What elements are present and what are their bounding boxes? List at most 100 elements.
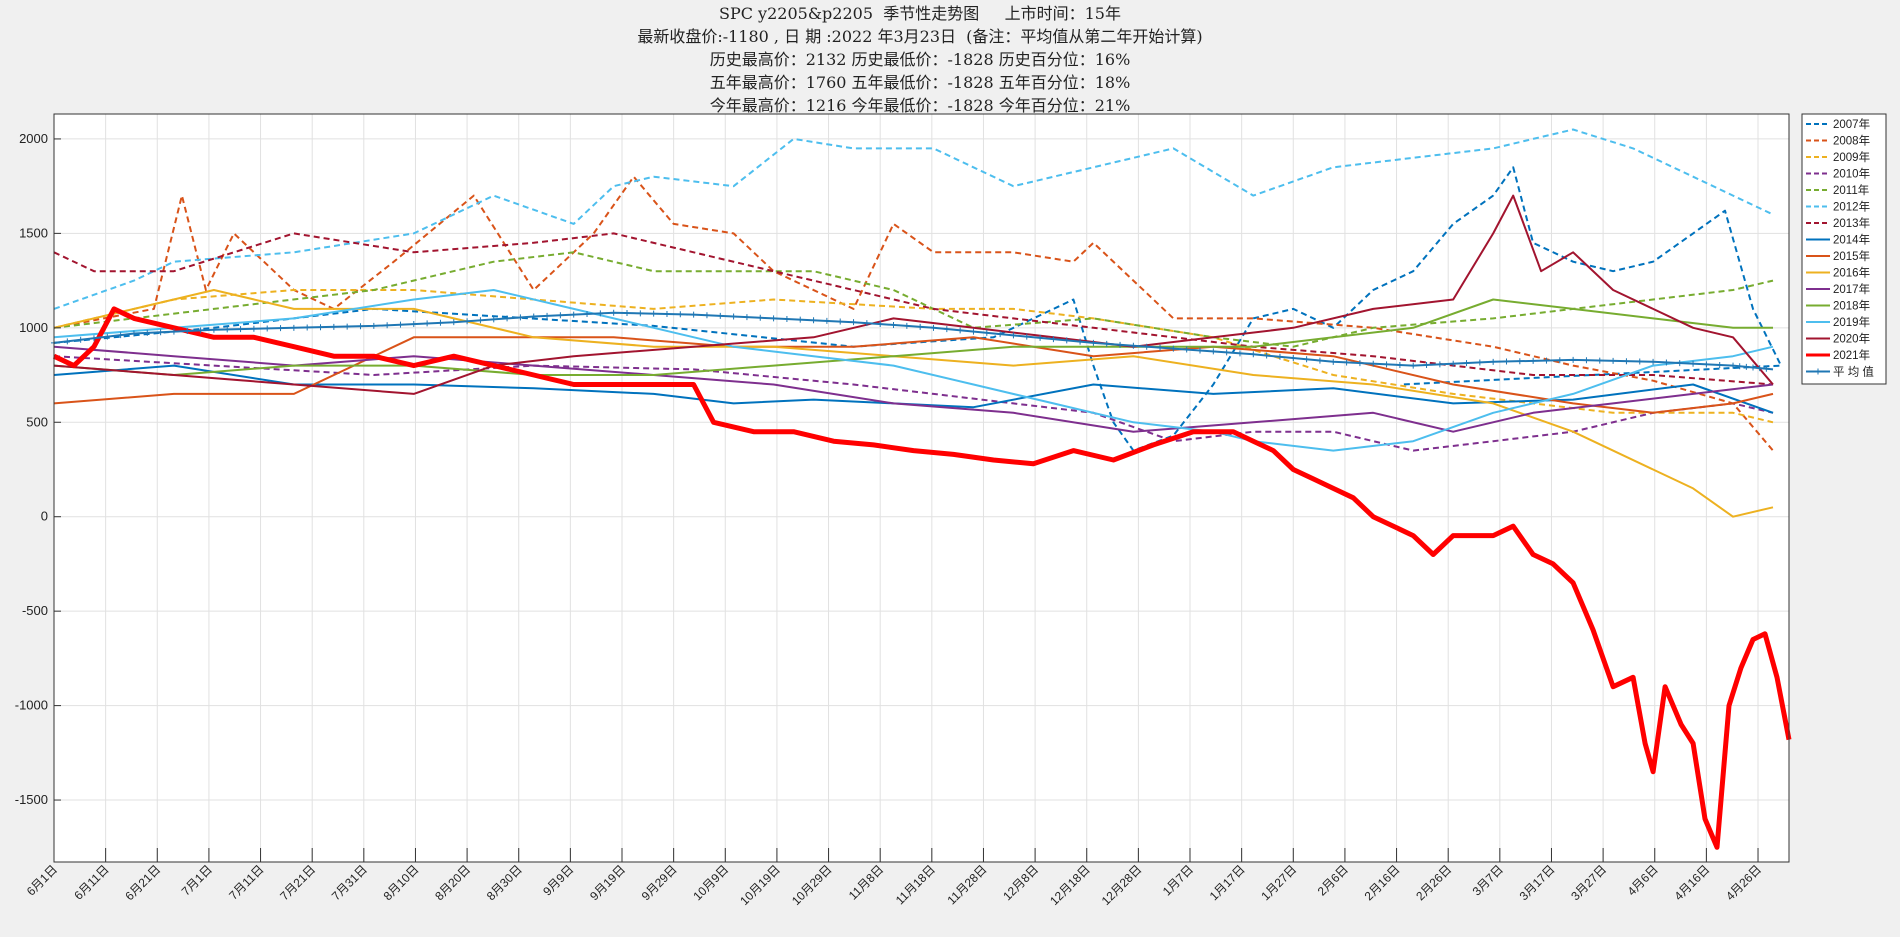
x-tick-label-1: 6月11日 — [71, 862, 111, 902]
avg-marker — [1610, 357, 1617, 364]
x-tick-label-7: 8月10日 — [381, 862, 422, 903]
avg-marker — [783, 316, 790, 323]
avg-marker — [197, 327, 204, 334]
x-tick-label-8: 8月20日 — [432, 862, 473, 903]
series-line-1 — [53, 175, 1774, 452]
x-tick-label-15: 10月29日 — [789, 862, 835, 908]
y-axis: 2000 1500 1000 500 0 -500 -1000 -1500 — [15, 131, 61, 807]
x-tick-label-26: 2月16日 — [1362, 862, 1403, 903]
x-tick-label-23: 1月17日 — [1207, 862, 1248, 903]
avg-marker — [970, 328, 977, 335]
legend-marker — [1815, 368, 1821, 375]
series-group — [51, 128, 1792, 850]
avg-marker — [357, 323, 364, 330]
avg-marker — [1650, 358, 1657, 365]
avg-marker — [464, 318, 471, 325]
avg-marker — [1623, 358, 1630, 365]
x-tick-label-25: 2月6日 — [1315, 862, 1351, 898]
avg-marker — [1463, 360, 1470, 367]
x-tick-label-2: 6月21日 — [122, 862, 163, 903]
chart-title-line-5: 今年最高价：1216 今年最低价：-1828 今年百分位：21% — [709, 96, 1131, 115]
avg-marker — [437, 319, 444, 326]
avg-marker — [1157, 344, 1164, 351]
avg-marker — [250, 325, 257, 332]
avg-marker — [1423, 361, 1430, 368]
legend-label-8: 2015年 — [1833, 249, 1870, 263]
x-tick-label-31: 4月6日 — [1625, 862, 1661, 898]
avg-marker — [1570, 356, 1577, 363]
x-tick-label-24: 1月27日 — [1258, 862, 1299, 903]
avg-marker — [930, 324, 937, 331]
avg-marker — [224, 326, 231, 333]
avg-marker — [424, 320, 431, 327]
avg-marker — [490, 316, 497, 323]
avg-marker — [597, 310, 604, 317]
avg-marker — [917, 323, 924, 330]
avg-marker — [624, 310, 631, 317]
avg-marker — [1037, 334, 1044, 341]
avg-marker — [290, 324, 297, 331]
legend-label-4: 2011年 — [1833, 183, 1869, 197]
legend-label-1: 2008年 — [1833, 134, 1870, 148]
legend-label-9: 2016年 — [1833, 266, 1870, 280]
avg-marker — [797, 316, 804, 323]
avg-marker — [64, 338, 71, 345]
plot-border — [53, 113, 1790, 863]
avg-marker — [1210, 348, 1217, 355]
avg-marker — [170, 328, 177, 335]
x-tick-label-30: 3月27日 — [1568, 862, 1609, 903]
x-tick-label-10: 9月9日 — [540, 862, 576, 898]
avg-marker — [1077, 338, 1084, 345]
legend-label-5: 2012年 — [1833, 200, 1870, 214]
avg-marker — [450, 319, 457, 326]
avg-marker — [1103, 340, 1110, 347]
y-tick-label-4: 0 — [41, 509, 48, 524]
chart-title-line-3: 历史最高价：2132 历史最低价：-1828 历史百分位：16% — [709, 50, 1131, 69]
x-tick-label-19: 12月8日 — [1000, 862, 1041, 903]
avg-marker — [757, 314, 764, 321]
chart-title-line-4: 五年最高价：1760 五年最低价：-1828 五年百分位：18% — [709, 73, 1131, 92]
y-tick-label-3: 500 — [26, 414, 48, 429]
avg-marker — [1130, 342, 1137, 349]
avg-marker — [703, 312, 710, 319]
avg-marker — [304, 324, 311, 331]
avg-marker — [730, 313, 737, 320]
avg-marker — [584, 310, 591, 317]
avg-marker — [1383, 361, 1390, 368]
avg-marker — [1023, 333, 1030, 340]
avg-marker — [184, 327, 191, 334]
avg-marker — [1436, 361, 1443, 368]
avg-marker — [1197, 347, 1204, 354]
y-tick-label-6: -1000 — [15, 698, 48, 713]
avg-marker — [1556, 357, 1563, 364]
avg-marker — [1543, 357, 1550, 364]
x-tick-label-33: 4月26日 — [1723, 862, 1764, 903]
x-tick-label-11: 9月19日 — [587, 862, 628, 903]
avg-marker — [1303, 356, 1310, 363]
avg-marker — [610, 309, 617, 316]
series-line-11 — [53, 298, 1773, 376]
chart-title-line-1: SPC y2205&p2205 季节性走势图 上市时间：15年 — [719, 4, 1121, 23]
x-tick-label-22: 1月7日 — [1160, 862, 1196, 898]
avg-marker — [1223, 349, 1230, 356]
y-tick-label-7: -1500 — [15, 792, 48, 807]
avg-marker — [1703, 361, 1710, 368]
avg-marker — [1530, 357, 1537, 364]
avg-marker — [317, 324, 324, 331]
legend-label-15: 平 均 值 — [1833, 366, 1874, 379]
avg-marker — [1663, 359, 1670, 366]
y-tick-label-2: 1000 — [19, 320, 48, 335]
x-tick-label-9: 8月30日 — [484, 862, 525, 903]
avg-marker — [997, 331, 1004, 338]
avg-marker — [823, 317, 830, 324]
avg-marker — [1476, 359, 1483, 366]
avg-marker — [410, 321, 417, 328]
y-tick-label-5: -500 — [22, 603, 48, 618]
legend-label-10: 2017年 — [1833, 282, 1870, 296]
avg-marker — [1370, 360, 1377, 367]
x-tick-label-17: 11月18日 — [893, 862, 938, 907]
x-tick-label-16: 11月8日 — [846, 862, 886, 902]
x-tick-label-0: 6月1日 — [24, 862, 60, 898]
avg-marker — [903, 322, 910, 329]
avg-marker — [117, 332, 124, 339]
